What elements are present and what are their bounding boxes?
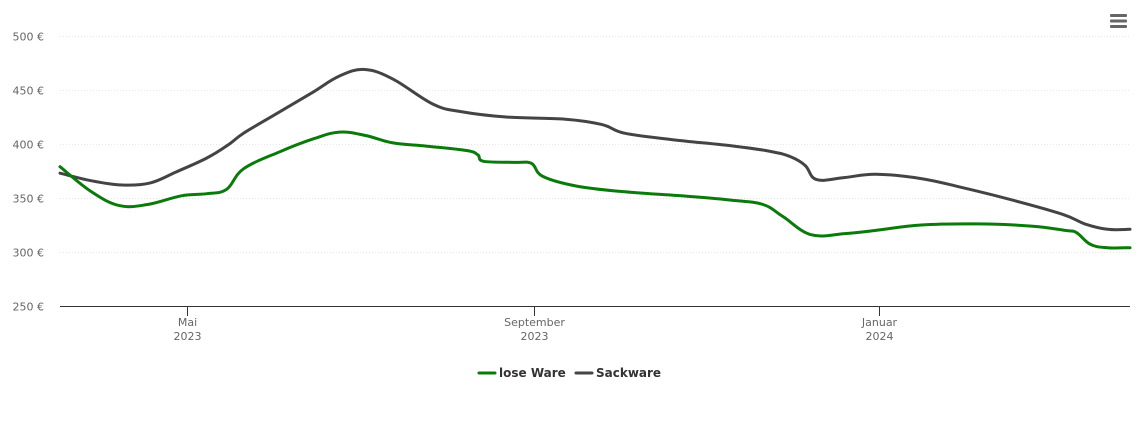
legend[interactable]: lose Ware Sackware [477,366,661,380]
series-line-lose-ware[interactable] [58,130,1132,250]
x-tick-label-month: Januar [861,316,898,329]
y-tick-label: 500 € [13,31,45,44]
x-tick-label-year: 2023 [174,330,202,343]
x-tick-label-month: Mai [178,316,197,329]
y-axis-tick-labels: 250 € 300 € 350 € 400 € 450 € 500 € [13,31,45,314]
y-tick-label: 350 € [13,193,45,206]
series-lines [58,67,1132,250]
y-tick-label: 400 € [13,139,45,152]
series-line-sackware[interactable] [58,67,1132,232]
x-tick-label-year: 2023 [521,330,549,343]
y-tick-label: 450 € [13,85,45,98]
legend-item-lose-ware[interactable]: lose Ware [477,366,566,380]
legend-label: Sackware [596,366,661,380]
legend-label: lose Ware [499,366,566,380]
x-tick-label-month: September [504,316,565,329]
hamburger-menu-icon [1110,14,1127,28]
chart-menu-button[interactable] [1110,14,1127,28]
x-tick-label-year: 2024 [866,330,894,343]
y-tick-label: 300 € [13,247,45,260]
legend-item-sackware[interactable]: Sackware [574,366,661,380]
grid-lines [60,36,1130,253]
y-tick-label: 250 € [13,301,45,314]
